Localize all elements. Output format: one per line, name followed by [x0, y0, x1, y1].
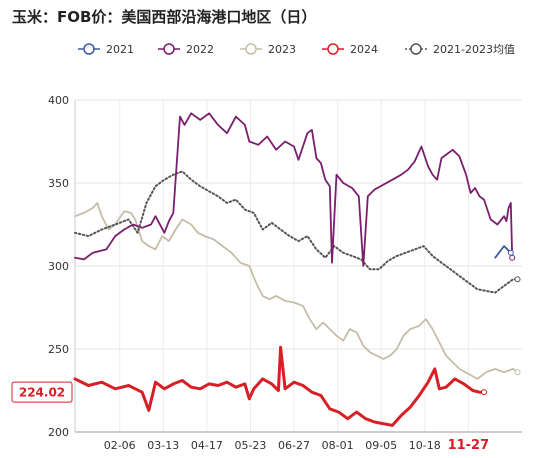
- series-line-2021: [494, 245, 512, 259]
- y-tick-label: 400: [48, 94, 69, 107]
- legend: 2021 2022 2023 2024 2021-2023均值: [78, 43, 515, 56]
- x-tick-label: 11-27: [448, 438, 490, 453]
- series-end-marker: [514, 369, 521, 376]
- series-line-2024: [73, 345, 486, 427]
- series-layer: [73, 112, 521, 427]
- last-value-label: 224.02: [19, 386, 65, 400]
- series-line-2022: [74, 112, 514, 267]
- x-tick-label: 02-06: [104, 439, 136, 452]
- last-value-badge: [11, 381, 73, 403]
- legend-label: 2023: [268, 43, 296, 56]
- series-line-2023: [74, 202, 519, 380]
- y-tick-label: 200: [48, 426, 69, 439]
- x-tick-label: 05-23: [234, 439, 266, 452]
- legend-label: 2022: [186, 43, 214, 56]
- legend-swatch-marker: [245, 43, 257, 55]
- x-tick-label: 09-05: [365, 439, 397, 452]
- legend-label: 2021-2023均值: [433, 43, 515, 56]
- series-end-marker: [509, 254, 516, 261]
- y-tick-label: 300: [48, 260, 69, 273]
- y-tick-label: 350: [48, 177, 69, 190]
- x-tick-label: 08-01: [322, 439, 354, 452]
- series-end-marker: [507, 249, 514, 256]
- axes: 200 250 300 350 400 02-06 03-13 04-17 05-23 06-27…: [48, 94, 522, 453]
- grid: [75, 99, 522, 433]
- legend-label: 2021: [106, 43, 134, 56]
- x-tick-label: 10-18: [409, 439, 441, 452]
- legend-swatch-marker: [83, 43, 95, 55]
- x-tick-label: 03-13: [147, 439, 179, 452]
- legend-swatch-marker: [410, 43, 422, 55]
- chart-title: 玉米：FOB价：美国西部沿海港口地区（日）: [12, 8, 317, 26]
- series-line-2021-2023均值: [74, 170, 519, 294]
- legend-swatch-marker: [327, 43, 339, 55]
- series-end-marker: [514, 276, 521, 283]
- x-tick-label: 04-17: [191, 439, 223, 452]
- y-tick-label: 250: [48, 343, 69, 356]
- legend-label: 2024: [350, 43, 378, 56]
- x-tick-label: 06-27: [278, 439, 310, 452]
- legend-swatch-marker: [163, 43, 175, 55]
- series-end-marker: [481, 389, 488, 396]
- annotations: 224.02: [11, 381, 73, 403]
